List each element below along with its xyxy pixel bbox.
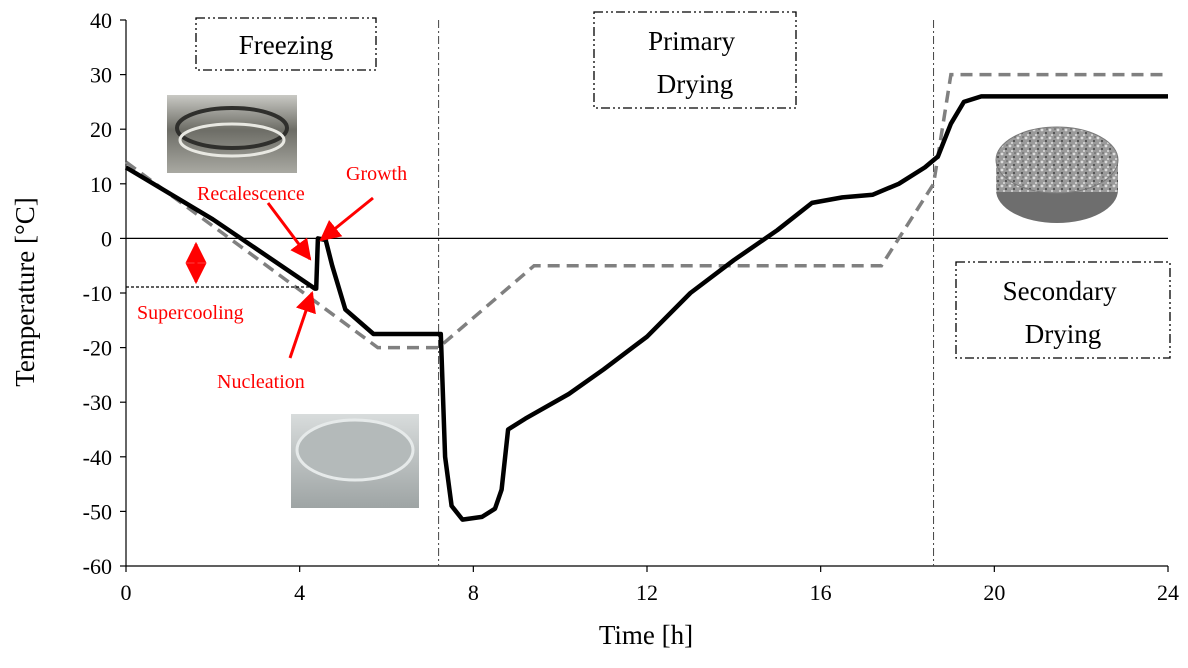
annotation-nucleation: Nucleation bbox=[217, 371, 305, 393]
dried-cake-photo bbox=[995, 126, 1119, 223]
phase-label-primary-drying-line2: Drying bbox=[657, 69, 734, 99]
frozen-sample-photo bbox=[291, 414, 419, 508]
x-axis-ticks: 0 4 8 12 16 20 24 bbox=[121, 566, 1179, 605]
x-tick-label: 24 bbox=[1157, 580, 1179, 605]
phase-boundary-lines bbox=[438, 20, 935, 566]
y-tick-label: 0 bbox=[101, 226, 112, 251]
y-tick-label: -10 bbox=[83, 281, 112, 306]
y-tick-label: -40 bbox=[83, 445, 112, 470]
x-tick-label: 12 bbox=[636, 580, 658, 605]
phase-box-primary-drying bbox=[593, 11, 797, 109]
y-tick-label: 30 bbox=[90, 63, 112, 88]
phase-labels: Freezing Primary Drying Secondary Drying bbox=[195, 11, 1171, 359]
x-axis-title: Time [h] bbox=[599, 620, 693, 650]
annotation-recalescence: Recalescence bbox=[197, 183, 305, 205]
y-tick-label: 10 bbox=[90, 172, 112, 197]
phase-label-secondary-drying-line2: Drying bbox=[1025, 319, 1102, 349]
phase-label-secondary-drying-line1: Secondary bbox=[1003, 276, 1117, 306]
x-tick-label: 0 bbox=[121, 580, 132, 605]
x-tick-label: 4 bbox=[294, 580, 305, 605]
recalescence-arrow bbox=[266, 202, 312, 261]
y-tick-label: 40 bbox=[90, 8, 112, 33]
phase-box-freezing bbox=[195, 17, 377, 71]
x-tick-label: 8 bbox=[468, 580, 479, 605]
liquid-vial-photo bbox=[167, 95, 297, 173]
phase-label-primary-drying: Primary Drying bbox=[648, 26, 742, 99]
growth-arrow bbox=[319, 196, 374, 242]
x-tick-label: 20 bbox=[983, 580, 1005, 605]
annotation-growth: Growth bbox=[346, 163, 407, 185]
phase-box-secondary-drying bbox=[955, 261, 1171, 359]
y-tick-label: -60 bbox=[83, 554, 112, 579]
y-axis-title: Temperature [°C] bbox=[10, 197, 40, 387]
x-tick-label: 16 bbox=[810, 580, 832, 605]
y-tick-label: -50 bbox=[83, 499, 112, 524]
y-tick-label: -20 bbox=[83, 336, 112, 361]
phase-label-freezing: Freezing bbox=[239, 30, 333, 60]
y-axis-ticks: -60 -50 -40 -30 -20 -10 0 10 20 30 40 bbox=[83, 8, 126, 579]
setpoint-dashed-line bbox=[124, 72, 1168, 350]
annotation-supercooling: Supercooling bbox=[137, 302, 244, 324]
nucleation-arrow bbox=[288, 291, 316, 359]
y-tick-label: 20 bbox=[90, 117, 112, 142]
phase-label-primary-drying-line1: Primary bbox=[648, 26, 735, 56]
product-temperature-line bbox=[124, 94, 1168, 522]
phase-label-secondary-drying: Secondary Drying bbox=[1003, 276, 1124, 349]
y-tick-label: -30 bbox=[83, 390, 112, 415]
